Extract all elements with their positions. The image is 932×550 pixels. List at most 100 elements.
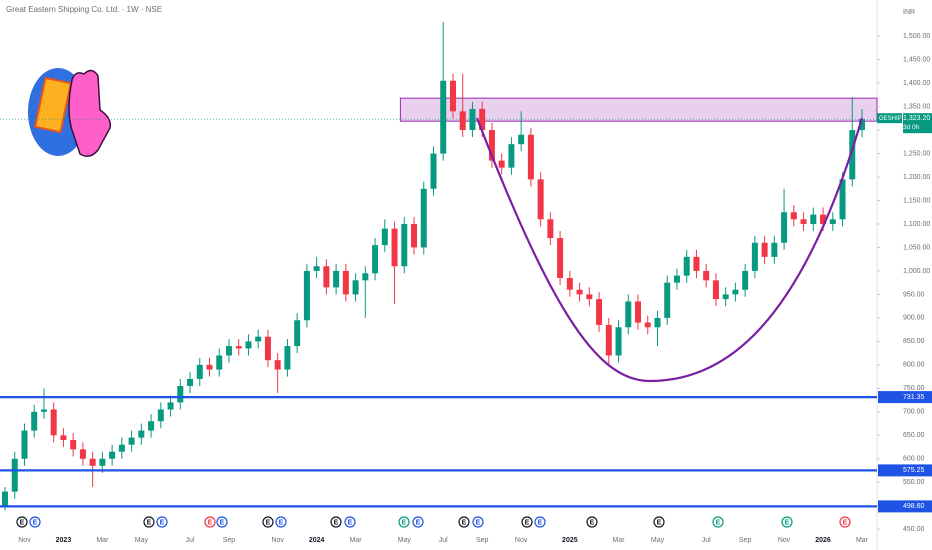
x-tick-label: Nov (271, 537, 284, 544)
candle-body (751, 242, 758, 271)
cup-curve (475, 117, 864, 383)
candle-body (372, 245, 379, 274)
last-price-label: 1,323.20 (903, 115, 930, 122)
candle-body (781, 212, 788, 243)
chart-title: Great Eastern Shipping Co. Ltd. · 1W · N… (6, 5, 162, 14)
event-marker-label: E (843, 519, 848, 526)
y-tick-label: 1,500.00 (903, 33, 930, 40)
candle-body (742, 270, 749, 290)
price-axis: 450.00500.00550.00600.00650.00700.00750.… (877, 33, 932, 533)
candle-body (2, 491, 8, 506)
y-tick-label: 900.00 (903, 315, 925, 322)
candle-body (722, 294, 729, 300)
candle-body (411, 223, 418, 248)
candle-body (761, 242, 768, 257)
event-marker-label: E (160, 519, 165, 526)
event-marker-label: E (266, 519, 271, 526)
candle-body (508, 144, 515, 168)
event-marker (16, 516, 28, 528)
candle-body (118, 444, 125, 452)
event-marker-label: E (525, 519, 530, 526)
x-tick-label: Nov (515, 537, 528, 544)
candle-body (342, 270, 349, 295)
candle-body (771, 242, 778, 257)
candle-body (440, 80, 447, 154)
y-tick-label: 1,050.00 (903, 244, 930, 251)
candle-body (225, 346, 232, 356)
event-marker-label: E (785, 519, 790, 526)
level-label: 731.35 (903, 394, 925, 401)
event-marker-label: E (220, 519, 225, 526)
candle-body (60, 435, 67, 440)
event-marker-label: E (279, 519, 284, 526)
currency-label: INR (903, 9, 915, 16)
event-marker (143, 516, 155, 528)
candle-body (31, 411, 38, 431)
plot-area (0, 22, 878, 511)
event-marker (156, 516, 168, 528)
candle-body (547, 219, 554, 239)
candle-body (557, 238, 564, 278)
candle-body (50, 409, 57, 436)
candle-body (859, 119, 865, 131)
y-tick-label: 1,000.00 (903, 268, 930, 275)
event-marker (534, 516, 546, 528)
candle-body (449, 80, 456, 112)
y-tick-label: 450.00 (903, 526, 925, 533)
x-tick-label: 2024 (309, 537, 325, 544)
candle-body (459, 111, 466, 131)
candle-body (810, 214, 817, 224)
candle-body (488, 130, 495, 161)
event-marker (412, 516, 424, 528)
candle-body (683, 256, 690, 276)
candle-body (420, 188, 427, 248)
candle-body (381, 228, 388, 246)
candle-body (586, 294, 593, 300)
event-marker (398, 516, 410, 528)
event-marker-label: E (20, 519, 25, 526)
candle-body (79, 449, 86, 459)
event-marker (586, 516, 598, 528)
ticker-label: GESHIP (879, 116, 902, 122)
candle-body (732, 289, 739, 295)
event-marker (521, 516, 533, 528)
y-tick-label: 950.00 (903, 291, 925, 298)
candle-body (352, 280, 359, 295)
x-tick-label: Sep (223, 537, 236, 544)
candle-body (829, 219, 836, 224)
candle-body (615, 327, 622, 356)
x-tick-label: Jul (186, 537, 195, 544)
y-tick-label: 1,400.00 (903, 80, 930, 87)
logo-icon (28, 68, 112, 157)
event-marker (262, 516, 274, 528)
candle-body (138, 430, 145, 438)
y-tick-label: 800.00 (903, 362, 925, 369)
event-marker-label: E (334, 519, 339, 526)
y-tick-label: 1,450.00 (903, 56, 930, 63)
candle-body (430, 153, 437, 189)
y-tick-label: 650.00 (903, 432, 925, 439)
candle-body (255, 336, 262, 342)
candle-body (664, 282, 671, 318)
candle-body (284, 346, 291, 370)
candle-body (469, 108, 476, 131)
candle-body (196, 364, 203, 379)
y-tick-label: 550.00 (903, 479, 925, 486)
event-marker (204, 516, 216, 528)
candle-body (294, 320, 301, 347)
candle-body (703, 270, 710, 281)
candle-body (576, 289, 583, 295)
candle-body (109, 451, 116, 459)
event-marker-label: E (208, 519, 213, 526)
x-tick-label: Mar (613, 537, 626, 544)
y-tick-label: 1,350.00 (903, 103, 930, 110)
icon-card (33, 76, 73, 134)
y-tick-label: 1,200.00 (903, 174, 930, 181)
y-tick-label: 600.00 (903, 456, 925, 463)
candle-body (625, 301, 632, 328)
candle-body (21, 430, 28, 459)
event-marker (781, 516, 793, 528)
candle-body (11, 458, 18, 492)
candle-body (99, 458, 106, 466)
x-tick-label: Mar (350, 537, 363, 544)
